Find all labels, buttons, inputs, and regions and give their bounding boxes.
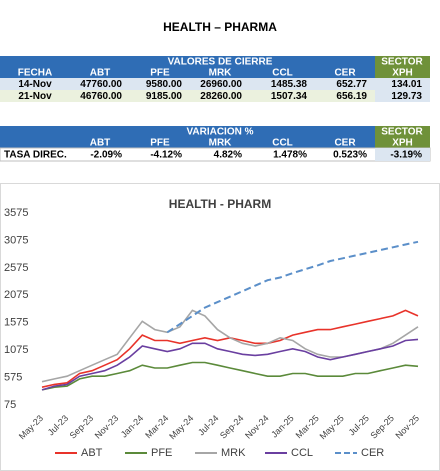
- group-header: VARIACION %: [186, 127, 253, 138]
- row-bg: [375, 148, 430, 161]
- cell: 14-Nov: [18, 79, 52, 90]
- sector-header: SECTOR: [381, 57, 423, 68]
- cell: 652.77: [336, 79, 367, 90]
- y-tick-label: 575: [4, 371, 22, 383]
- column-header: CCL: [272, 138, 293, 149]
- page-title: HEALTH – PHARMA: [163, 20, 277, 34]
- y-tick-label: 2575: [4, 262, 28, 274]
- y-tick-label: 1075: [4, 344, 28, 356]
- column-header: PFE: [150, 68, 170, 79]
- legend-label: CER: [361, 447, 384, 459]
- line-series: [166, 240, 419, 334]
- legend-label: MRK: [221, 447, 246, 459]
- cell: 134.01: [391, 79, 422, 90]
- cell: -2.09%: [90, 150, 122, 161]
- cell: 1.478%: [273, 150, 307, 161]
- chart-frame: [0, 183, 440, 471]
- cell: 1507.34: [271, 91, 308, 102]
- column-header: FECHA: [18, 68, 52, 79]
- row-bg: [0, 78, 375, 90]
- column-header: MRK: [209, 138, 233, 149]
- y-tick-label: 2075: [4, 289, 28, 301]
- cell: -3.19%: [390, 150, 422, 161]
- cell: 1485.38: [271, 79, 308, 90]
- cell: 46760.00: [80, 91, 122, 102]
- column-header: XPH: [392, 68, 413, 79]
- y-tick-label: 3075: [4, 234, 28, 246]
- cell: 28260.00: [200, 91, 242, 102]
- header-bg: [375, 126, 430, 148]
- cell: 26960.00: [200, 79, 242, 90]
- cell: 656.19: [336, 91, 367, 102]
- cell: 47760.00: [80, 79, 122, 90]
- cell: 129.73: [391, 91, 422, 102]
- legend-label: ABT: [81, 447, 103, 459]
- cell: -4.12%: [150, 150, 182, 161]
- cell: 21-Nov: [18, 91, 52, 102]
- line-series: [41, 361, 419, 391]
- y-tick-label: 3575: [4, 207, 28, 219]
- row-label: TASA DIREC.: [4, 150, 67, 161]
- y-tick-label: 1575: [4, 317, 28, 329]
- column-header: CER: [334, 138, 356, 149]
- legend-label: CCL: [291, 447, 313, 459]
- sector-header: SECTOR: [381, 127, 423, 138]
- y-tick-label: 75: [4, 399, 16, 411]
- header-bg: [0, 126, 375, 148]
- row-bg: [0, 90, 375, 102]
- column-header: XPH: [392, 138, 413, 149]
- cell: 9580.00: [146, 79, 183, 90]
- legend-label: PFE: [151, 447, 172, 459]
- cell: 9185.00: [146, 91, 183, 102]
- column-header: CER: [334, 68, 356, 79]
- column-header: ABT: [90, 138, 111, 149]
- column-header: CCL: [272, 68, 293, 79]
- group-header: VALORES DE CIERRE: [168, 57, 273, 68]
- column-header: PFE: [150, 138, 170, 149]
- header-bg: [0, 56, 375, 78]
- cell: 0.523%: [333, 150, 367, 161]
- row-bg: [375, 90, 430, 102]
- column-header: ABT: [90, 68, 111, 79]
- column-header: MRK: [209, 68, 233, 79]
- chart-title: HEALTH - PHARM: [169, 197, 271, 211]
- line-series: [41, 338, 419, 391]
- header-bg: [375, 56, 430, 78]
- cell: 4.82%: [214, 150, 242, 161]
- row-bg: [375, 78, 430, 90]
